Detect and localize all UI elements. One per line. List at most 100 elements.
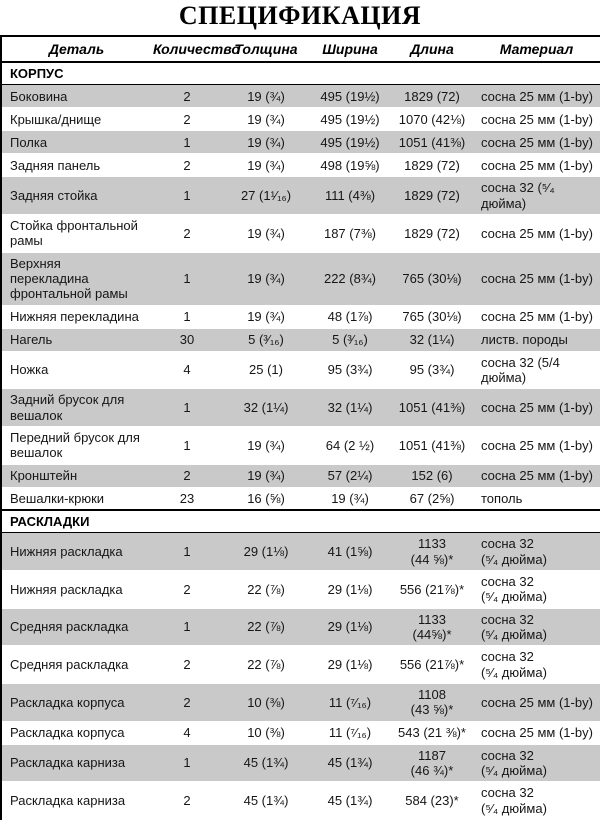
cell-part: Крышка/днище [1, 107, 151, 132]
cell-width: 498 (19⅝) [309, 153, 391, 178]
cell-width: 45 (1¾) [309, 781, 391, 820]
cell-material: сосна 25 мм (1-by) [473, 721, 600, 745]
cell-part: Верхняя перекладина фронтальной рамы [1, 252, 151, 306]
cell-thickness: 19 (¾) [223, 84, 309, 109]
cell-width: 29 (1⅛) [309, 608, 391, 647]
cell-thickness: 19 (¾) [223, 252, 309, 306]
cell-thickness: 19 (¾) [223, 130, 309, 155]
cell-part: Боковина [1, 84, 151, 109]
cell-part: Стойка фронтальной рамы [1, 214, 151, 253]
cell-qty: 2 [151, 570, 223, 609]
cell-part: Нижняя раскладка [1, 570, 151, 609]
cell-length: 556 (21⅞)* [391, 645, 473, 685]
cell-thickness: 10 (⅜) [223, 683, 309, 722]
cell-thickness: 27 (1¹⁄₁₆) [223, 176, 309, 215]
cell-qty: 4 [151, 721, 223, 745]
cell-length: 1051 (41⅜) [391, 388, 473, 427]
cell-qty: 2 [151, 645, 223, 685]
cell-width: 29 (1⅛) [309, 570, 391, 609]
cell-width: 495 (19½) [309, 107, 391, 132]
cell-length: 556 (21⅞)* [391, 570, 473, 609]
cell-material: сосна 32 (⁵⁄₄ дюйма) [473, 176, 600, 215]
cell-width: 29 (1⅛) [309, 645, 391, 685]
spec-table-body: КОРПУС Боковина 2 19 (¾) 495 (19½) 1829 (72) с… [1, 61, 600, 820]
cell-thickness: 16 (⅝) [223, 487, 309, 511]
cell-material: сосна 32 (5/4 дюйма) [473, 351, 600, 390]
cell-qty: 1 [151, 252, 223, 306]
cell-length: 1051 (41⅜) [391, 130, 473, 155]
cell-thickness: 19 (¾) [223, 426, 309, 465]
cell-length: 32 (1¼) [391, 328, 473, 352]
cell-part: Ножка [1, 351, 151, 390]
cell-thickness: 19 (¾) [223, 214, 309, 253]
table-row: Верхняя перекладина фронтальной рамы 1 19 … [1, 252, 600, 306]
cell-part: Нагель [1, 328, 151, 352]
cell-material: сосна 32 (⁵⁄₄ дюйма) [473, 781, 600, 820]
page-title: СПЕЦИФИКАЦИЯ [178, 1, 422, 30]
cell-width: 187 (7⅜) [309, 214, 391, 253]
cell-material: сосна 32 (⁵⁄₄ дюйма) [473, 744, 600, 783]
table-row: Раскладка корпуса 4 10 (⅜) 11 (⁷⁄₁₆) 543 (21… [1, 721, 600, 745]
cell-material: сосна 25 мм (1-by) [473, 214, 600, 253]
cell-thickness: 19 (¾) [223, 305, 309, 329]
cell-material: сосна 25 мм (1-by) [473, 388, 600, 427]
table-row: Задний брусок для вешалок 1 32 (1¼) 32 (1¼)… [1, 388, 600, 427]
cell-part: Раскладка корпуса [1, 683, 151, 722]
table-row: Полка 1 19 (¾) 495 (19½) 1051 (41⅜) сосна 25 … [1, 130, 600, 155]
section-row: КОРПУС [1, 61, 600, 86]
cell-width: 5 (³⁄₁₆) [309, 328, 391, 352]
table-row: Ножка 4 25 (1) 95 (3¾) 95 (3¾) сосна 32 (5/4 … [1, 351, 600, 390]
cell-thickness: 45 (1¾) [223, 744, 309, 783]
cell-width: 11 (⁷⁄₁₆) [309, 683, 391, 722]
cell-length: 1108 (43 ⅝)* [391, 683, 473, 722]
column-header-width: Ширина [309, 36, 391, 63]
cell-length: 1829 (72) [391, 214, 473, 253]
cell-width: 32 (1¼) [309, 388, 391, 427]
cell-part: Раскладка карниза [1, 744, 151, 783]
cell-material: сосна 25 мм (1-by) [473, 84, 600, 109]
cell-material: сосна 32 (⁵⁄₄ дюйма) [473, 645, 600, 685]
cell-thickness: 10 (⅜) [223, 721, 309, 745]
table-row: Средняя раскладка 1 22 (⅞) 29 (1⅛) 1133 (44⅝… [1, 608, 600, 647]
cell-length: 584 (23)* [391, 781, 473, 820]
cell-thickness: 5 (³⁄₁₆) [223, 328, 309, 352]
cell-width: 48 (1⅞) [309, 305, 391, 329]
cell-qty: 1 [151, 744, 223, 783]
table-row: Кронштейн 2 19 (¾) 57 (2¼) 152 (6) сосна 25 м… [1, 464, 600, 488]
cell-part: Средняя раскладка [1, 645, 151, 685]
cell-thickness: 29 (1⅛) [223, 532, 309, 572]
cell-part: Нижняя раскладка [1, 532, 151, 572]
section-row: РАСКЛАДКИ [1, 509, 600, 534]
cell-material: листв. породы [473, 328, 600, 352]
table-row: Раскладка карниза 1 45 (1¾) 45 (1¾) 1187 (46… [1, 744, 600, 783]
section-title: КОРПУС [1, 61, 600, 86]
table-row: Нижняя перекладина 1 19 (¾) 48 (1⅞) 765 (30⅛… [1, 305, 600, 329]
cell-part: Нижняя перекладина [1, 305, 151, 329]
table-row: Нижняя раскладка 2 22 (⅞) 29 (1⅛) 556 (21⅞)*… [1, 570, 600, 609]
cell-width: 57 (2¼) [309, 464, 391, 488]
cell-qty: 1 [151, 426, 223, 465]
section-title: РАСКЛАДКИ [1, 509, 600, 534]
cell-length: 1829 (72) [391, 176, 473, 215]
cell-thickness: 32 (1¼) [223, 388, 309, 427]
cell-width: 111 (4⅜) [309, 176, 391, 215]
column-header-part: Деталь [1, 36, 151, 63]
cell-qty: 2 [151, 683, 223, 722]
cell-qty: 2 [151, 464, 223, 488]
cell-qty: 30 [151, 328, 223, 352]
table-row: Стойка фронтальной рамы 2 19 (¾) 187 (7⅜) 18… [1, 214, 600, 253]
cell-width: 495 (19½) [309, 130, 391, 155]
cell-qty: 2 [151, 153, 223, 178]
cell-part: Передний брусок для вешалок [1, 426, 151, 465]
cell-material: сосна 25 мм (1-by) [473, 683, 600, 722]
cell-width: 45 (1¾) [309, 744, 391, 783]
cell-length: 543 (21 ⅜)* [391, 721, 473, 745]
cell-width: 41 (1⅝) [309, 532, 391, 572]
cell-material: сосна 32 (⁵⁄₄ дюйма) [473, 570, 600, 609]
cell-qty: 23 [151, 487, 223, 511]
table-row: Боковина 2 19 (¾) 495 (19½) 1829 (72) сосна 2… [1, 84, 600, 109]
cell-thickness: 19 (¾) [223, 107, 309, 132]
column-header-material: Материал [473, 36, 600, 63]
cell-width: 11 (⁷⁄₁₆) [309, 721, 391, 745]
